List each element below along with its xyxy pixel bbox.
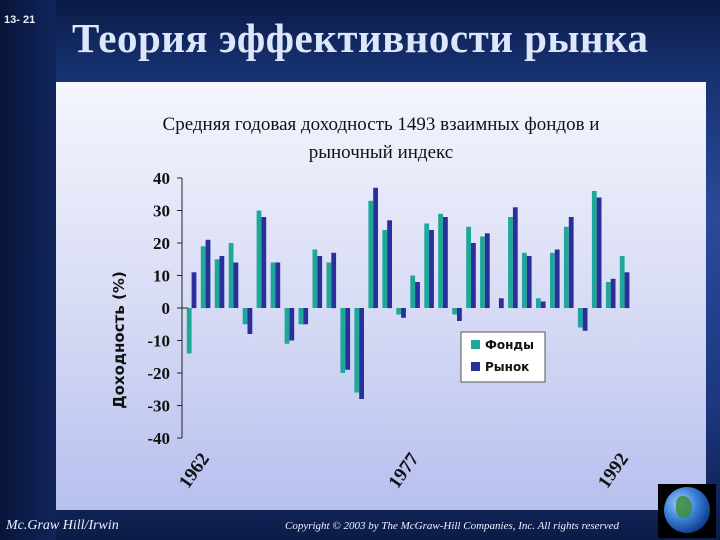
legend-box (460, 331, 546, 383)
bar-funds (452, 308, 457, 315)
bar-funds (354, 308, 360, 393)
bar-market (610, 278, 616, 309)
bar-funds (368, 200, 374, 309)
bar-market (247, 308, 253, 334)
bar-market (191, 272, 197, 309)
bar-market (624, 272, 630, 309)
bar-funds (298, 308, 304, 325)
bar-funds (228, 243, 234, 308)
bar-market (387, 220, 392, 309)
bar-funds (424, 223, 430, 308)
bar-funds (242, 308, 248, 325)
bar-funds (480, 236, 485, 308)
bar-chart: Средняя годовая доходность 1493 взаимных… (110, 114, 633, 493)
bar-market (219, 256, 225, 308)
bar-funds (256, 210, 262, 308)
bar-market (484, 233, 490, 309)
bar-market (568, 217, 574, 308)
bar-funds (563, 226, 569, 309)
bar-funds (382, 230, 388, 308)
bar-funds (522, 252, 527, 309)
chart-title-line-2: рыночный индекс (309, 142, 453, 163)
bar-market (317, 256, 323, 308)
bar-market (233, 262, 239, 308)
y-tick-label: 10 (153, 267, 170, 286)
y-tick-label: -10 (147, 332, 170, 351)
bar-market (359, 308, 364, 399)
x-tick-label: 1992 (594, 449, 633, 492)
bar-funds (605, 282, 611, 308)
bar-market (303, 308, 309, 325)
bar-market (471, 243, 476, 308)
bar-market (554, 249, 560, 308)
bar-funds (270, 262, 276, 308)
bar-funds (550, 252, 555, 309)
bar-market (429, 230, 434, 308)
bar-funds (200, 246, 206, 309)
globe-logo (658, 484, 716, 538)
y-tick-label: -40 (147, 429, 170, 448)
bar-funds (466, 226, 471, 309)
bar-funds (438, 213, 443, 309)
globe-land (676, 496, 692, 518)
bar-market (401, 308, 406, 318)
y-tick-label: -30 (147, 397, 170, 416)
y-axis-label: Доходность (%) (110, 271, 128, 408)
y-tick-label: 20 (153, 234, 170, 253)
bar-market (205, 239, 211, 309)
bar-funds (410, 275, 416, 308)
bar-market (443, 217, 448, 308)
bar-market (261, 217, 267, 308)
bar-funds (340, 308, 346, 373)
x-tick-label: 1962 (175, 449, 214, 492)
bar-market (512, 207, 518, 309)
bar-market (345, 308, 351, 370)
bar-funds (284, 308, 290, 344)
y-tick-label: -20 (147, 364, 170, 383)
bar-funds (186, 308, 192, 354)
footer-copyright: Copyright © 2003 by The McGraw-Hill Comp… (285, 520, 620, 532)
bar-funds (577, 308, 583, 328)
bar-funds (326, 262, 332, 308)
y-tick-label: 0 (162, 299, 171, 318)
bar-market (275, 262, 281, 308)
footer-publisher: Mc.Graw Hill/Irwin (6, 518, 119, 533)
legend-label: Фонды (485, 338, 534, 352)
y-tick-label: 40 (153, 169, 170, 188)
bar-market (415, 282, 420, 308)
y-tick-label: 30 (153, 202, 170, 221)
bar-market (457, 308, 462, 321)
bar-funds (508, 217, 513, 308)
bar-funds (591, 191, 597, 308)
bar-funds (396, 308, 402, 315)
chart-title-line-1: Средняя годовая доходность 1493 взаимных… (163, 114, 600, 135)
bar-funds (214, 259, 220, 309)
bar-market (331, 252, 337, 309)
bar-market (596, 197, 602, 308)
legend-label: Рынок (485, 360, 529, 374)
bar-market (373, 187, 378, 309)
x-tick-label: 1977 (384, 449, 423, 493)
bar-market (289, 308, 295, 341)
bar-funds (619, 256, 625, 308)
slide-title: Теория эффективности рынка (72, 15, 649, 61)
bar-market (582, 308, 588, 331)
bar-market (540, 301, 546, 308)
left-band (0, 0, 56, 540)
legend-swatch-market (471, 362, 480, 371)
page-number: 13- 21 (4, 14, 36, 26)
bar-market (498, 298, 504, 309)
bar-market (526, 256, 532, 308)
bar-funds (312, 249, 318, 308)
legend-swatch-funds (471, 340, 480, 349)
bar-funds (536, 298, 541, 309)
